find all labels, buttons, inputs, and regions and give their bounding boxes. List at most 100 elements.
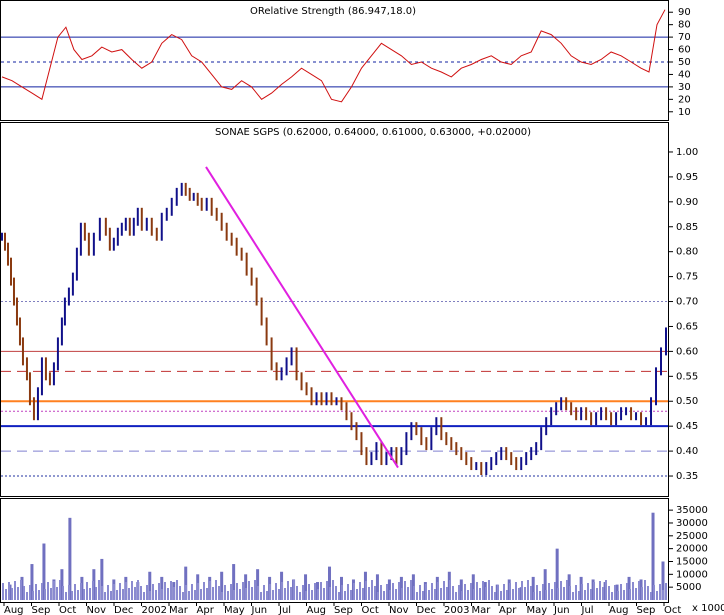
volume-bar — [459, 579, 463, 600]
volume-bar — [149, 591, 151, 600]
volume-bar — [605, 580, 607, 600]
volume-bar — [122, 589, 124, 600]
volume-bar — [188, 591, 190, 600]
volume-bar — [194, 590, 196, 600]
volume-bar — [184, 566, 188, 600]
rsi-grid — [1, 36, 668, 88]
volume-bar — [476, 582, 478, 600]
volume-bar — [359, 582, 361, 600]
volume-bar — [500, 591, 502, 600]
volume-bar — [464, 584, 466, 600]
volume-bar — [125, 582, 127, 600]
volume-bar — [314, 583, 316, 600]
volume-bar — [404, 581, 406, 600]
volume-bar — [602, 587, 604, 600]
volume-bar — [23, 586, 25, 600]
volume-bar — [328, 566, 332, 600]
volume-bar — [35, 584, 37, 600]
volume-bar — [545, 590, 547, 600]
volume-bar — [68, 517, 72, 600]
volume-bar — [287, 581, 289, 600]
volume-bar — [251, 587, 253, 600]
volume-bar — [131, 581, 133, 600]
rsi-tick-label: 20 — [678, 94, 691, 105]
volume-bar — [59, 580, 61, 600]
volume-bar — [29, 585, 31, 600]
volume-bar — [539, 591, 541, 600]
volume-bar — [482, 581, 484, 600]
volume-bar — [152, 584, 154, 600]
volume-bar — [260, 592, 262, 600]
volume-bar — [308, 584, 310, 600]
volume-bar — [350, 590, 352, 600]
price-tick-label: 0.55 — [676, 371, 698, 382]
x-tick-label: Nov — [389, 605, 409, 615]
volume-bar — [638, 581, 640, 600]
price-bars — [1, 182, 667, 476]
volume-bar — [471, 574, 475, 600]
volume-bar — [377, 592, 379, 600]
volume-bar — [134, 587, 136, 600]
volume-bar — [485, 587, 487, 600]
volume-bar — [353, 583, 355, 600]
volume-bar — [560, 581, 562, 600]
volume-bar — [95, 587, 97, 600]
volume-bar — [644, 580, 646, 600]
volume-bar — [536, 585, 538, 600]
volume-bar — [365, 581, 367, 600]
x-tick-label: May — [527, 605, 548, 615]
volume-bar — [422, 591, 424, 600]
volume-bar — [551, 589, 553, 600]
volume-bar — [518, 588, 520, 600]
volume-bar — [101, 586, 103, 600]
rsi-title: ORelative Strength (86.947,18.0) — [250, 6, 416, 17]
volume-bar — [488, 580, 490, 600]
volume-bar — [578, 591, 580, 600]
chart-title: SONAE SGPS (0.62000, 0.64000, 0.61000, 0… — [215, 127, 531, 138]
volume-bar — [239, 589, 241, 600]
x-axis: Aug Sep Oct Nov Dec 2002 Mar Apr May Jun Jul Aug Sep… — [3, 602, 681, 615]
x-tick-label: Aug — [4, 605, 24, 615]
volume-bar — [542, 584, 544, 600]
volume-bar — [521, 581, 523, 600]
volume-bar — [155, 590, 157, 600]
volume-tick-label: 15000 — [676, 556, 708, 567]
volume-bar — [335, 586, 337, 600]
volume-bar — [428, 590, 430, 600]
volume-bar — [332, 580, 334, 600]
volume-bar — [458, 585, 460, 600]
volume-bars — [2, 512, 667, 600]
volume-bar — [387, 579, 391, 600]
volume-bar — [362, 588, 364, 600]
volume-bar — [224, 585, 226, 600]
volume-bar — [635, 588, 637, 600]
volume-bar — [71, 591, 73, 600]
volume-bar — [32, 591, 34, 600]
volume-bar — [470, 583, 472, 600]
volume-bar — [160, 576, 164, 600]
volume-bar — [572, 592, 574, 600]
x-tick-label: Oct — [362, 605, 379, 615]
volume-bar — [626, 583, 628, 600]
volume-bar — [50, 588, 52, 600]
volume-tick-label: 10000 — [676, 569, 708, 580]
volume-bar — [375, 574, 379, 600]
volume-bar — [338, 592, 340, 600]
volume-bar — [60, 569, 64, 600]
volume-bar — [593, 582, 595, 600]
volume-bar — [425, 584, 427, 600]
volume-bar — [503, 584, 505, 600]
volume-bar — [161, 589, 163, 600]
volume-bar — [449, 580, 451, 600]
volume-bar — [656, 591, 658, 600]
price-tick-label: 0.35 — [676, 471, 698, 482]
volume-bar — [661, 561, 665, 600]
volume-bar — [386, 584, 388, 600]
volume-bar — [446, 587, 448, 600]
volume-bar — [170, 581, 172, 600]
price-panel — [0, 122, 669, 497]
volume-bar — [11, 588, 13, 600]
x-tick-label: Jun — [251, 605, 268, 615]
volume-bar — [41, 583, 43, 600]
